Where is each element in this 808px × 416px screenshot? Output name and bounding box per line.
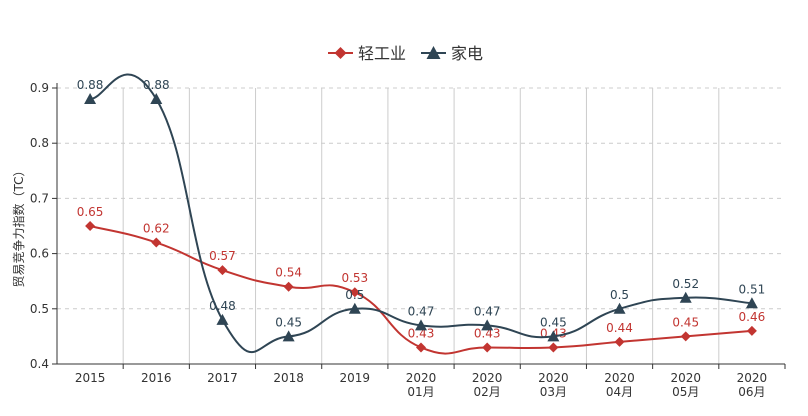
data-point-diamond [416, 342, 426, 353]
x-tick-label: 2020 [406, 371, 437, 385]
data-point-triangle [348, 302, 361, 314]
x-tick-label: 2019 [340, 371, 371, 385]
data-label: 0.88 [77, 78, 104, 92]
x-tick-label: 04月 [606, 385, 633, 399]
x-tick-label: 2020 [604, 371, 635, 385]
y-tick-label: 0.5 [30, 302, 49, 316]
data-label: 0.65 [77, 205, 104, 219]
data-point-diamond [548, 342, 559, 353]
x-tick-label: 2020 [670, 371, 701, 385]
data-point-diamond [746, 325, 757, 336]
data-point-diamond [482, 342, 493, 353]
data-point-triangle [84, 93, 97, 105]
data-label: 0.47 [408, 304, 435, 318]
data-point-diamond [151, 237, 162, 248]
data-label: 0.52 [672, 277, 699, 291]
x-tick-label: 03月 [540, 385, 567, 399]
y-tick-label: 0.4 [30, 357, 49, 371]
x-tick-label: 2020 [737, 371, 768, 385]
data-label: 0.51 [739, 282, 766, 296]
data-label: 0.5 [610, 288, 629, 302]
legend-item-2[interactable]: 家电 [421, 44, 483, 63]
x-tick-label: 2015 [75, 371, 106, 385]
y-axis-label: 贸易竞争力指数（TC） [11, 164, 26, 287]
x-tick-label: 2020 [472, 371, 503, 385]
y-tick-label: 0.6 [30, 247, 49, 261]
data-point-triangle [481, 319, 494, 331]
data-point-triangle [745, 297, 758, 309]
x-tick-label: 2017 [207, 371, 238, 385]
data-label: 0.62 [143, 222, 170, 236]
x-tick-label: 01月 [407, 385, 434, 399]
data-label: 0.88 [143, 78, 170, 92]
legend-item-1[interactable]: 轻工业 [328, 44, 406, 63]
x-tick-label: 06月 [738, 385, 765, 399]
data-label: 0.57 [209, 249, 236, 263]
data-label: 0.45 [540, 315, 567, 329]
x-tick-label: 2018 [273, 371, 304, 385]
data-label: 0.46 [739, 310, 766, 324]
data-point-diamond [283, 281, 294, 292]
data-point-diamond [614, 336, 625, 347]
data-label: 0.53 [341, 271, 368, 285]
data-point-triangle [415, 319, 427, 331]
data-point-diamond [217, 265, 228, 276]
data-point-triangle [613, 302, 626, 314]
data-label: 0.5 [345, 288, 364, 302]
data-label: 0.45 [275, 315, 302, 329]
data-point-diamond [680, 331, 691, 342]
data-point-triangle [216, 313, 229, 325]
data-label: 0.44 [606, 321, 633, 335]
y-tick-label: 0.9 [30, 81, 49, 95]
legend-diamond-icon [334, 47, 347, 59]
data-label: 0.43 [474, 326, 501, 340]
series-1: 0.650.620.570.540.530.430.430.430.440.45… [77, 205, 766, 355]
data-point-triangle [150, 93, 163, 105]
legend-triangle-icon [426, 46, 441, 59]
legend-label: 轻工业 [358, 44, 406, 63]
data-label: 0.43 [408, 326, 435, 340]
data-label: 0.45 [672, 315, 699, 329]
x-tick-label: 2020 [538, 371, 569, 385]
data-label: 0.54 [275, 266, 302, 280]
data-point-triangle [547, 330, 560, 342]
x-tick-label: 05月 [672, 385, 699, 399]
x-tick-label: 02月 [474, 385, 501, 399]
y-tick-label: 0.8 [30, 136, 49, 150]
data-point-triangle [282, 330, 295, 342]
data-label: 0.47 [474, 304, 501, 318]
data-point-diamond [85, 221, 96, 231]
data-point-diamond [349, 287, 360, 298]
x-tick-label: 2016 [141, 371, 172, 385]
data-point-triangle [679, 291, 692, 303]
series-2: 0.88 0.88 0.48 0.45 0.5 0.47 0.47 0.45 0.5 0.52 0.… [77, 73, 766, 354]
data-label: 0.48 [209, 299, 236, 313]
legend-label: 家电 [451, 44, 483, 63]
y-tick-label: 0.7 [30, 191, 49, 205]
